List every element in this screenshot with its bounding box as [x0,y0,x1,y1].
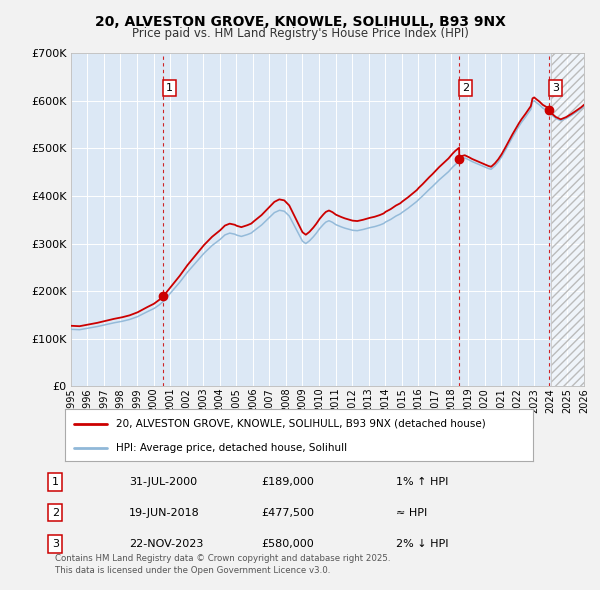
Text: 19-JUN-2018: 19-JUN-2018 [129,508,200,517]
Text: 1: 1 [166,83,173,93]
Bar [551,53,592,386]
Text: ≈ HPI: ≈ HPI [396,508,427,517]
Text: £477,500: £477,500 [261,508,314,517]
Bar [551,53,592,386]
Text: 31-JUL-2000: 31-JUL-2000 [129,477,197,487]
Text: 1% ↑ HPI: 1% ↑ HPI [396,477,448,487]
Text: Price paid vs. HM Land Registry's House Price Index (HPI): Price paid vs. HM Land Registry's House … [131,27,469,40]
Text: £580,000: £580,000 [261,539,314,549]
Text: 2: 2 [462,83,469,93]
Text: 3: 3 [552,83,559,93]
Text: 1: 1 [52,477,59,487]
Text: 3: 3 [52,539,59,549]
Text: 22-NOV-2023: 22-NOV-2023 [129,539,203,549]
Text: 20, ALVESTON GROVE, KNOWLE, SOLIHULL, B93 9NX (detached house): 20, ALVESTON GROVE, KNOWLE, SOLIHULL, B9… [116,419,486,429]
Text: £189,000: £189,000 [261,477,314,487]
Text: Contains HM Land Registry data © Crown copyright and database right 2025.
This d: Contains HM Land Registry data © Crown c… [55,554,391,575]
Text: HPI: Average price, detached house, Solihull: HPI: Average price, detached house, Soli… [116,443,347,453]
Text: 2% ↓ HPI: 2% ↓ HPI [396,539,449,549]
Text: 2: 2 [52,508,59,517]
Text: 20, ALVESTON GROVE, KNOWLE, SOLIHULL, B93 9NX: 20, ALVESTON GROVE, KNOWLE, SOLIHULL, B9… [95,15,505,30]
